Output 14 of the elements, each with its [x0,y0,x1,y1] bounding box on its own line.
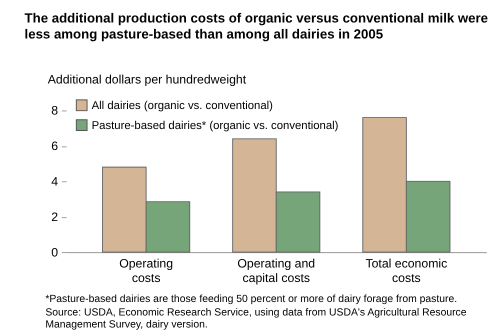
y-tick-label: 4 [51,174,58,189]
y-tick-label: 0 [51,245,58,260]
x-tick-label: Operating costs [119,256,174,285]
text: *Pasture-based dairies are those feeding 50 percent or more of dairy forage from pasture. [45,294,458,306]
y-axis-title: Additional dollars per hundredweight [48,72,247,87]
y-tick-label: 6 [51,139,58,154]
y-tick-label: 8 [51,104,58,118]
source-note: Source: USDA, Economic Research Service, using data from USDA's Agricultural Resource Management Survey, dairy version. [45,307,467,330]
x-tick-label: Operating and capital costs [237,256,316,285]
legend-label: All dairies (organic vs. conventional) [92,100,274,112]
x-tick-label: Total economic costs [365,256,448,285]
legend-label: Pasture-based dairies* (organic vs. conventional) [92,120,339,132]
y-tick-label: 2 [51,210,58,224]
chart-title: The additional production costs of organic versus conventional milk were less among pasture-based than among all dairies in 2005 [24,10,488,42]
